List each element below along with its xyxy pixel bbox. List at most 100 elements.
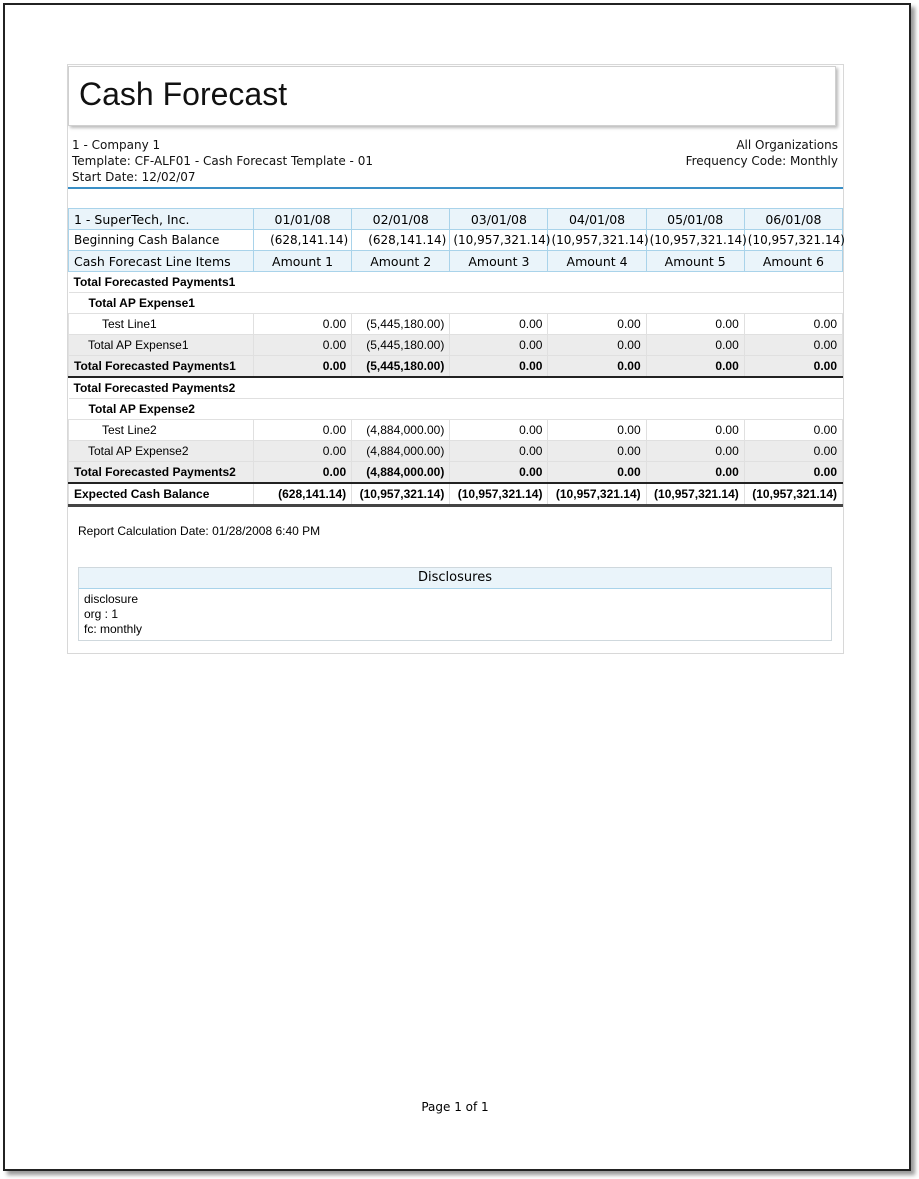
amount-header-cell: Amount 1 [252, 250, 353, 272]
amount-cell: 0.00 [449, 334, 549, 356]
amount-cell: (4,884,000.00) [351, 461, 451, 484]
amount-cell: (5,445,180.00) [351, 334, 451, 356]
date-header-cell: 06/01/08 [743, 208, 844, 230]
page-number: Page 1 of 1 [421, 1100, 489, 1114]
amount-cell: (628,141.14) [252, 482, 353, 507]
amount-cell: 0.00 [252, 461, 353, 484]
amount-cell: (4,884,000.00) [351, 419, 451, 441]
row-label: Total AP Expense1 [68, 334, 254, 356]
date-header-row: 1 - SuperTech, Inc. 01/01/08 02/01/08 03/01… [68, 208, 844, 230]
amount-cell: 0.00 [449, 419, 549, 441]
date-header-cell: 04/01/08 [547, 208, 647, 230]
title-box: Cash Forecast [68, 66, 836, 126]
disclosures-panel: Disclosures disclosure org : 1 fc: month… [78, 567, 832, 641]
table-row: Total AP Expense1 0.00 (5,445,180.00) 0.00 0… [68, 334, 844, 356]
amount-cell: (4,884,000.00) [351, 440, 451, 462]
amount-cell: (10,957,321.14) [743, 229, 845, 251]
row-label: Total Forecasted Payments2 [68, 461, 254, 484]
amount-cell: 0.00 [645, 419, 745, 441]
amount-header-cell: Amount 2 [351, 250, 451, 272]
amount-cell: 0.00 [252, 419, 353, 441]
table-row: Total AP Expense2 0.00 (4,884,000.00) 0.00 0… [68, 440, 844, 462]
amount-cell: (10,957,321.14) [351, 482, 451, 507]
report-container [67, 64, 844, 654]
amount-cell: 0.00 [743, 334, 844, 356]
amount-cell: (10,957,321.14) [743, 482, 844, 507]
amount-header-cell: Amount 3 [449, 250, 549, 272]
template-label: Template: CF-ALF01 - Cash Forecast Templ… [72, 154, 373, 168]
row-label: Test Line2 [68, 419, 254, 441]
disclosures-title: Disclosures [79, 568, 831, 589]
amount-cell: 0.00 [252, 440, 353, 462]
beginning-balance-row: Beginning Cash Balance (628,141.14) (628,1… [68, 229, 845, 251]
section-label: Total Forecasted Payments2 [68, 376, 843, 399]
company-label: 1 - Company 1 [72, 138, 161, 152]
report-meta-left: 1 - Company 1 Template: CF-ALF01 - Cash … [72, 137, 373, 185]
table-row: Total Forecasted Payments1 0.00 (5,445,180… [68, 355, 844, 378]
amount-cell: 0.00 [743, 461, 844, 484]
date-header-cell: 05/01/08 [645, 208, 745, 230]
amount-cell: (10,957,321.14) [547, 482, 647, 507]
amount-cell: 0.00 [547, 355, 647, 378]
start-date-label: Start Date: 12/02/07 [72, 170, 196, 184]
table-row: Total Forecasted Payments1 [68, 271, 843, 293]
table-row: Total Forecasted Payments2 [68, 376, 843, 399]
amount-cell: 0.00 [743, 419, 844, 441]
amount-cell: 0.00 [645, 313, 745, 335]
row-label: Total Forecasted Payments1 [68, 355, 254, 378]
amount-cell: 0.00 [645, 461, 745, 484]
table-row: Total AP Expense2 [68, 398, 843, 420]
section-label: Total AP Expense1 [68, 292, 843, 314]
table-row: Total Forecasted Payments2 0.00 (4,884,000… [68, 461, 844, 484]
amount-cell: 0.00 [547, 440, 647, 462]
amount-cell: 0.00 [449, 355, 549, 378]
company-name-cell: 1 - SuperTech, Inc. [68, 208, 254, 230]
row-label: Expected Cash Balance [68, 482, 254, 507]
amount-header-cell: Amount 5 [645, 250, 745, 272]
amount-cell: 0.00 [743, 355, 844, 378]
date-header-cell: 01/01/08 [252, 208, 353, 230]
amount-cell: (628,141.14) [351, 229, 451, 251]
amount-cell: 0.00 [449, 440, 549, 462]
amount-cell: 0.00 [547, 313, 647, 335]
amount-cell: 0.00 [645, 334, 745, 356]
frequency-label: Frequency Code: Monthly [685, 154, 838, 168]
section-label: Total AP Expense2 [68, 398, 843, 420]
section-label: Total Forecasted Payments1 [68, 271, 843, 293]
amount-cell: 0.00 [743, 313, 844, 335]
amount-cell: 0.00 [743, 440, 844, 462]
row-label: Beginning Cash Balance [68, 229, 254, 251]
date-header-cell: 02/01/08 [351, 208, 451, 230]
organizations-label: All Organizations [736, 138, 838, 152]
amount-cell: (5,445,180.00) [351, 313, 451, 335]
disclosure-line: disclosure [84, 592, 139, 606]
report-meta-right: All Organizations Frequency Code: Monthl… [686, 137, 838, 169]
table-row: Test Line2 0.00 (4,884,000.00) 0.00 0.00 0.00… [68, 419, 844, 441]
amount-cell: 0.00 [645, 440, 745, 462]
amount-header-cell: Amount 6 [743, 250, 844, 272]
row-label: Test Line1 [68, 313, 254, 335]
header-divider [68, 187, 843, 189]
amount-cell: (628,141.14) [252, 229, 353, 251]
row-label: Total AP Expense2 [68, 440, 254, 462]
amount-cell: 0.00 [547, 461, 647, 484]
amount-cell: 0.00 [645, 355, 745, 378]
amount-cell: (10,957,321.14) [645, 229, 747, 251]
amount-cell: 0.00 [449, 313, 549, 335]
disclosure-line: fc: monthly [84, 622, 143, 636]
amount-cell: 0.00 [547, 419, 647, 441]
date-header-cell: 03/01/08 [449, 208, 549, 230]
amount-cell: (5,445,180.00) [351, 355, 451, 378]
amount-header-row: Cash Forecast Line Items Amount 1 Amount 2… [68, 250, 844, 272]
amount-cell: 0.00 [252, 355, 353, 378]
table-row: Expected Cash Balance (628,141.14) (10,957… [68, 482, 844, 507]
table-row: Total AP Expense1 [68, 292, 843, 314]
amount-cell: 0.00 [252, 334, 353, 356]
disclosure-line: org : 1 [84, 607, 119, 621]
page-title: Cash Forecast [79, 76, 288, 112]
amount-cell: 0.00 [252, 313, 353, 335]
column-header: Cash Forecast Line Items [68, 250, 254, 272]
amount-cell: (10,957,321.14) [645, 482, 745, 507]
cash-forecast-table: 1 - SuperTech, Inc. 01/01/08 02/01/08 03/01… [68, 208, 845, 507]
